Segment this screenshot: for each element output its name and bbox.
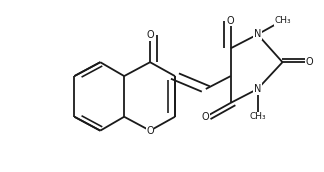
Text: CH₃: CH₃ — [249, 112, 266, 121]
Text: O: O — [202, 112, 210, 122]
Text: O: O — [227, 15, 235, 25]
Text: O: O — [146, 126, 154, 136]
Text: N: N — [254, 84, 261, 94]
Text: N: N — [254, 29, 261, 39]
Text: O: O — [146, 30, 154, 40]
Text: O: O — [306, 57, 313, 67]
Text: CH₃: CH₃ — [274, 16, 291, 25]
